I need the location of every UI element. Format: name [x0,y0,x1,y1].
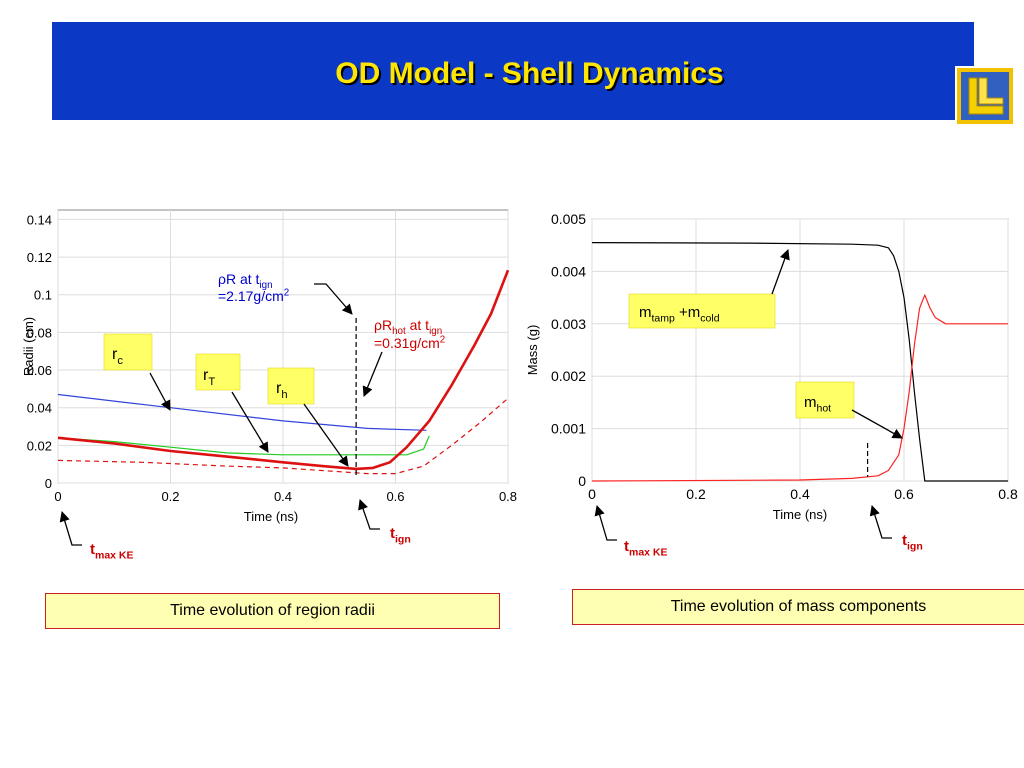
chart1-x-tick-label-1: 0.2 [686,486,706,502]
chart0-label-box-rT [195,353,241,391]
chart0-annotation-rhoR-line1: ρR at tign [218,271,273,291]
chart1-x-axis-label: Time (ns) [773,507,827,522]
chart1-series-line-0 [591,242,1008,482]
chart1-label-mtamp-mcold: mtamp +mcold [639,304,720,325]
chart1-y-axis-label: Mass (g) [525,325,540,376]
chart0-y-tick-label-4: 0.08 [27,325,52,340]
chart0-arrow-rT [231,391,269,453]
chart0-y-axis-label: Radii (cm) [21,317,36,376]
chart0-y-tick-label-6: 0.12 [27,250,52,265]
chart1-y-tick-label-3: 0.003 [551,316,586,332]
chart0-x-tick-label-4: 0.8 [499,489,517,504]
chart0-x-tick-label-1: 0.2 [161,489,179,504]
chart0-label-tmaxKE: tmax KE [90,541,134,562]
caption-right: Time evolution of mass components [572,589,1024,625]
chart0-y-tick-label-3: 0.06 [27,363,52,378]
chart0-annotation-rhoRhot-line2: =0.31g/cm2 [374,334,445,351]
chart1-arrow-mhot [851,409,903,439]
chart0-y-tick-label-1: 0.02 [27,438,52,453]
chart0-y-tick-label-5: 0.1 [34,288,52,303]
chart0-x-axis-label: Time (ns) [244,509,298,524]
chart0-label-box-rh [267,367,315,405]
chart1-label-mhot: mhot [804,394,831,415]
chart1-arrow-mtamp [771,249,790,295]
chart0-annotation-rhoRhot-line1: ρRhot at tign [374,317,442,337]
chart1-y-tick-label-4: 0.004 [551,263,586,279]
chart0-arrow-rhoR [314,283,353,315]
chart1-x-tick-label-0: 0 [588,486,596,502]
chart0-label-tign: tign [390,525,411,546]
chart0-arrow-tmaxKE [59,511,82,546]
title-bar: OD Model - Shell Dynamics [52,22,1015,126]
slide-title: OD Model - Shell Dynamics [335,57,724,90]
chart0-arrow-rhoRhot [362,351,383,397]
chart0-series-line-3 [57,397,509,475]
chart1-x-tick-label-4: 0.8 [998,486,1018,502]
chart0-label-rT: rT [203,367,215,388]
chart0-x-tick-label-3: 0.6 [386,489,404,504]
chart0-label-rc: rc [112,346,123,367]
chart1-label-box-mhot [795,381,855,419]
chart0-series-line-0 [57,393,427,431]
chart0-x-tick-label-2: 0.4 [274,489,292,504]
caption-left: Time evolution of region radii [45,593,500,629]
chart1-arrow-tmaxKE [594,505,617,541]
chart1-x-tick-label-3: 0.6 [894,486,914,502]
chart0-y-tick-label-0: 0 [45,476,52,491]
chart0-label-rh: rh [276,380,288,401]
chart1-label-tmaxKE: tmax KE [624,538,668,559]
chart0-arrow-rh [303,403,349,467]
chart0-y-tick-label-7: 0.14 [27,212,52,227]
chart0-label-box-rc [103,333,153,371]
chart0-arrow-tign [358,499,380,530]
chart0-series-line-1 [57,435,430,456]
chart0-x-tick-label-0: 0 [54,489,61,504]
chart0-series-line-2 [57,269,510,471]
chart1-y-tick-label-1: 0.001 [551,421,586,437]
chart1-y-tick-label-2: 0.002 [551,368,586,384]
chart0-arrow-rc [149,372,171,411]
chart1-label-box-mtamp [628,293,776,329]
chart1-y-tick-label-0: 0 [578,473,586,489]
chart1-arrow-tign [869,505,892,539]
chart1-x-tick-label-2: 0.4 [790,486,810,502]
chart1-series-line-1 [591,294,1008,482]
chart0-annotation-rhoR-line2: =2.17g/cm2 [218,287,289,304]
chart0-y-tick-label-2: 0.04 [27,401,52,416]
chart1-label-tign: tign [902,532,923,553]
llnl-logo [955,66,1015,126]
chart1-y-tick-label-5: 0.005 [551,211,586,227]
